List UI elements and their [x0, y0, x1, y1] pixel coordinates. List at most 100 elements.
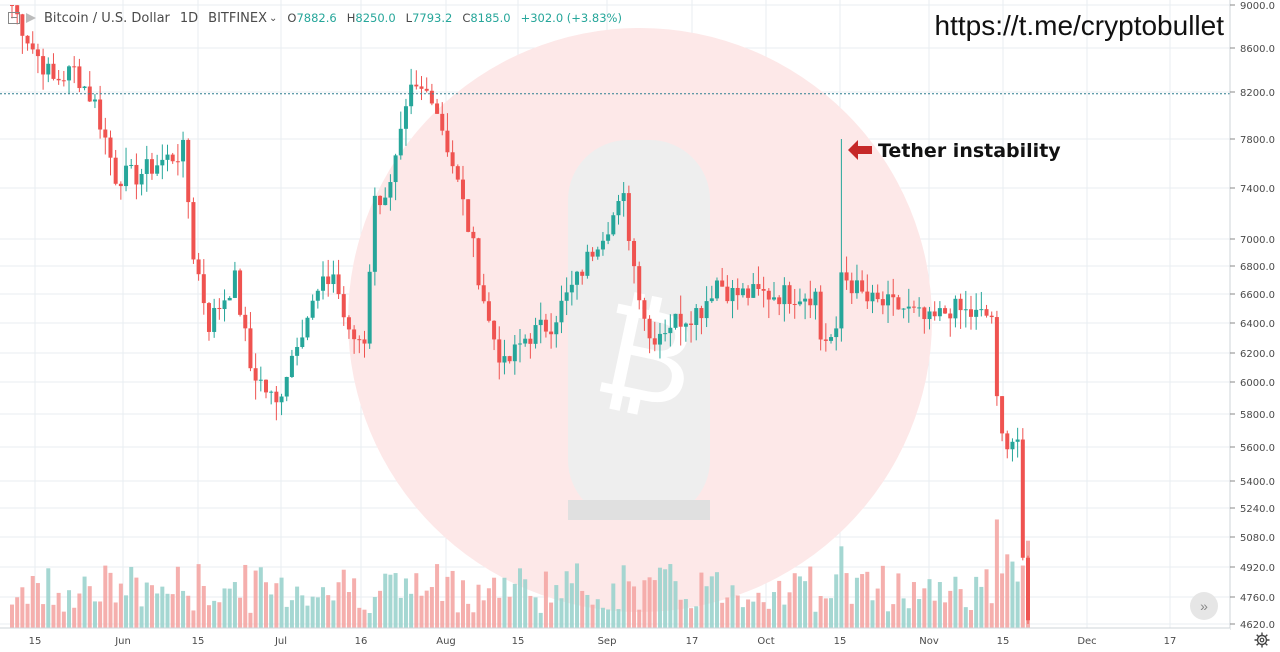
candle-body — [165, 154, 170, 160]
volume-bar — [497, 597, 502, 628]
candle-body — [341, 294, 346, 318]
volume-bar — [61, 611, 66, 628]
volume-bar — [217, 602, 222, 628]
candle-body — [232, 270, 237, 298]
gear-icon[interactable] — [1254, 632, 1270, 648]
candle-body — [673, 313, 678, 328]
candle-body — [937, 308, 942, 317]
volume-bar — [963, 607, 968, 628]
candle-body — [191, 202, 196, 260]
candle-body — [336, 274, 341, 295]
volume-bar — [943, 602, 948, 628]
candle-body — [580, 271, 585, 276]
candle-body — [663, 333, 668, 335]
collapse-icon[interactable] — [8, 12, 20, 24]
candle-body — [518, 343, 522, 345]
volume-bar — [35, 583, 40, 628]
scroll-to-realtime-button[interactable]: » — [1190, 592, 1218, 620]
volume-bar — [352, 578, 357, 628]
price-tick-label: 5400.0 — [1240, 477, 1275, 488]
candle-body — [51, 63, 56, 79]
candle-body — [435, 103, 440, 114]
volume-bar — [911, 582, 916, 628]
volume-bar — [305, 605, 310, 628]
chevron-down-icon[interactable]: ⌄ — [269, 12, 278, 24]
candle-body — [295, 346, 300, 356]
candle-body — [927, 311, 932, 320]
candle-body — [305, 317, 310, 338]
candle-body — [787, 285, 792, 304]
volume-bar — [979, 586, 984, 628]
candle-body — [113, 157, 118, 184]
candle-body — [906, 306, 911, 309]
candle-body — [735, 287, 740, 296]
volume-bar — [15, 597, 20, 628]
volume-bar — [227, 588, 232, 628]
candle-body — [792, 303, 797, 305]
candle-body — [92, 99, 97, 102]
volume-bar — [559, 598, 564, 628]
candle-body — [626, 193, 631, 241]
candle-body — [243, 314, 248, 329]
volume-bar — [797, 576, 802, 628]
change-value: +302.0 (+3.83%) — [520, 11, 622, 25]
candle-body — [860, 280, 865, 292]
volume-bar — [523, 579, 528, 628]
exchange-label[interactable]: BITFINEX — [208, 10, 268, 26]
candle-body — [181, 139, 186, 162]
volume-bar — [1015, 581, 1020, 628]
annotation-label: Tether instability — [878, 140, 1061, 162]
candle-body — [388, 182, 393, 198]
volume-bar — [181, 590, 186, 628]
volume-bar — [1005, 554, 1010, 628]
candle-body — [611, 215, 616, 235]
time-tick-label: Jul — [274, 636, 287, 647]
volume-bar — [906, 608, 911, 628]
volume-bar — [124, 595, 129, 628]
volume-bar — [839, 546, 844, 628]
volume-bar — [25, 603, 30, 628]
volume-bar — [512, 583, 517, 628]
candle-body — [1020, 439, 1025, 558]
symbol-name[interactable]: Bitcoin / U.S. Dollar — [44, 10, 170, 26]
high-value: H8250.0 — [346, 11, 396, 25]
volume-bar — [232, 582, 237, 628]
candle-body — [20, 14, 25, 36]
time-tick-label: Sep — [598, 636, 617, 647]
candle-body — [543, 319, 548, 332]
volume-bar — [1010, 561, 1015, 628]
volume-bar — [424, 590, 429, 628]
candle-body — [782, 285, 787, 305]
volume-bar — [388, 574, 393, 628]
volume-bar — [134, 577, 139, 628]
volume-bar — [367, 612, 372, 628]
candle-body — [740, 288, 745, 296]
watermark-url: https://t.me/cryptobullet — [934, 10, 1224, 41]
volume-bar — [829, 598, 834, 628]
price-tick-label: 8600.0 — [1240, 44, 1275, 55]
candle-body — [523, 338, 528, 344]
candle-body — [398, 128, 403, 156]
volume-bar — [901, 598, 906, 628]
candle-body — [372, 195, 377, 272]
volume-bar — [766, 608, 771, 628]
candle-body — [445, 130, 450, 153]
candle-body — [968, 309, 973, 317]
volume-bar — [891, 604, 896, 628]
volume-bar — [476, 584, 481, 628]
volume-bar — [82, 576, 87, 628]
volume-bar — [844, 573, 849, 628]
volume-bar — [595, 599, 600, 628]
volume-bar — [1020, 565, 1025, 628]
candle-body — [284, 376, 289, 397]
candle-body — [108, 137, 113, 158]
volume-bar — [398, 597, 403, 628]
volume-bar — [419, 595, 424, 628]
volume-bar — [569, 583, 574, 628]
time-tick-label: Dec — [1077, 636, 1096, 647]
volume-bar — [155, 593, 160, 628]
interval-label[interactable]: 1D — [179, 10, 199, 26]
candle-body — [917, 307, 922, 309]
candle-body — [849, 280, 854, 294]
